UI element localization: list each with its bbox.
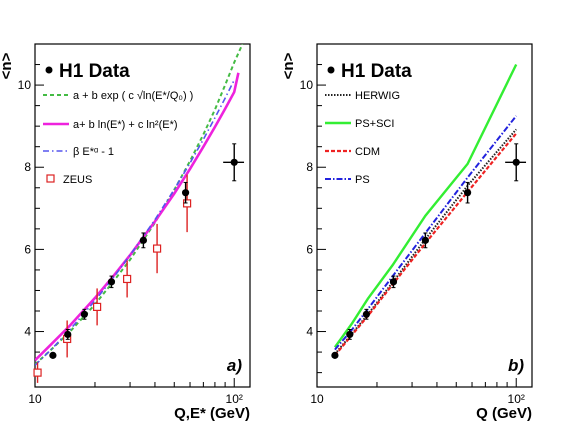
legend-label: PS <box>355 174 370 186</box>
legend-entry: PS+SCI <box>325 118 394 130</box>
y-axis-title: <n> <box>0 52 15 79</box>
legend-swatch <box>46 174 55 183</box>
data-point <box>123 260 132 298</box>
marker-filled-circle <box>107 278 116 286</box>
legend-label: ZEUS <box>63 174 92 186</box>
x-ticks: 10 10² <box>28 378 243 406</box>
header-bullet <box>45 66 53 74</box>
legend-entry: PS <box>325 174 370 186</box>
header-label: H1 Data <box>341 61 412 82</box>
header-bullet <box>327 66 335 74</box>
data-point <box>421 232 429 249</box>
x-tick-label: 10 <box>28 392 42 406</box>
header-label: H1 Data <box>59 61 130 82</box>
marker-filled-circle <box>512 158 520 166</box>
plot-frame <box>34 43 251 388</box>
data-point <box>80 308 89 320</box>
legend-entry: HERWIG <box>325 90 400 102</box>
legend-label: a + b exp ( c √ln(E*/Q₀) ) <box>73 90 193 102</box>
legend: HERWIG PS+SCI CDM PS <box>325 90 400 186</box>
marker-filled-circle <box>389 278 398 286</box>
series-a-b-ln-e-c-ln-e <box>35 72 240 362</box>
legend-label: CDM <box>355 146 380 158</box>
data-point <box>107 275 116 289</box>
marker-filled-circle <box>346 330 354 339</box>
marker-filled-circle <box>181 189 190 197</box>
series-ps-sci <box>333 63 518 348</box>
data-point <box>389 275 398 289</box>
marker-filled-circle <box>139 236 147 244</box>
marker-filled-circle <box>230 158 238 166</box>
marker-filled-circle <box>64 330 72 339</box>
x-tick-label: 10 <box>310 392 324 406</box>
x-tick-label: 10² <box>226 392 243 406</box>
series-line <box>333 63 518 348</box>
chart-panel-a: 10 10² 4 6 8 10 Q,E* (GeV) <n> H1 Data a) a + b ex… <box>0 43 251 422</box>
plot-frame <box>316 43 533 388</box>
marker-filled-circle <box>463 189 472 197</box>
x-ticks: 10 10² <box>310 378 525 406</box>
series-line <box>35 72 240 362</box>
legend-entry: a + b exp ( c √ln(E*/Q₀) ) <box>43 90 193 102</box>
x-axis-title: Q,E* (GeV) <box>174 405 250 422</box>
y-axis-title: <n> <box>280 52 297 79</box>
marker-filled-circle <box>362 310 371 318</box>
legend: a + b exp ( c √ln(E*/Q₀) ) a+ b ln(E*) + … <box>43 90 193 186</box>
y-tick-label: 8 <box>306 160 313 174</box>
series-e-1 <box>35 79 235 366</box>
y-tick-label: 4 <box>24 325 31 339</box>
panel-label: b) <box>508 356 524 375</box>
series-line <box>35 79 235 366</box>
legend-entry: ZEUS <box>46 174 92 186</box>
data-point <box>346 328 354 340</box>
data-point <box>64 328 72 340</box>
data-point <box>331 351 339 359</box>
data-point <box>93 288 102 326</box>
data-point <box>139 232 147 249</box>
legend-label: HERWIG <box>355 90 400 102</box>
data-point <box>181 181 190 204</box>
marker-open-square <box>93 302 102 311</box>
legend-entry: β E*ᵅ - 1 <box>43 146 114 158</box>
marker-open-square <box>123 274 132 284</box>
marker-filled-circle <box>80 310 89 318</box>
legend-entry: CDM <box>325 146 380 158</box>
legend-label: a+ b ln(E*) + c ln²(E*) <box>73 119 178 131</box>
x-axis-title: Q (GeV) <box>476 405 532 422</box>
legend-entry: a+ b ln(E*) + c ln²(E*) <box>43 119 178 131</box>
chart-panel-b: 10 10² 4 6 8 10 Q (GeV) <n> H1 Data b) HERWIG PS+SC… <box>280 43 533 422</box>
data-point <box>152 223 162 274</box>
y-tick-label: 8 <box>24 160 31 174</box>
marker-filled-circle <box>421 236 429 244</box>
legend-label: β E*ᵅ - 1 <box>73 146 114 158</box>
data-point <box>505 143 527 182</box>
series-h1-data <box>49 143 245 359</box>
y-tick-label: 10 <box>300 78 314 92</box>
series-h1-data <box>331 143 527 359</box>
legend-label: PS+SCI <box>355 118 394 130</box>
y-tick-label: 6 <box>24 242 31 256</box>
y-ticks: 4 6 8 10 <box>18 43 44 374</box>
marker-filled-circle <box>49 351 57 359</box>
y-ticks: 4 6 8 10 <box>300 43 326 374</box>
y-tick-label: 4 <box>306 325 313 339</box>
data-point <box>463 181 472 204</box>
marker-open-square <box>152 244 162 253</box>
x-tick-label: 10² <box>508 392 525 406</box>
marker-open-square <box>33 368 42 377</box>
data-point <box>49 351 57 359</box>
data-point <box>33 362 42 383</box>
data-point <box>223 143 245 182</box>
y-tick-label: 6 <box>306 242 313 256</box>
data-point <box>362 308 371 320</box>
panel-label: a) <box>227 356 242 375</box>
marker-filled-circle <box>331 351 339 359</box>
y-tick-label: 10 <box>18 78 32 92</box>
